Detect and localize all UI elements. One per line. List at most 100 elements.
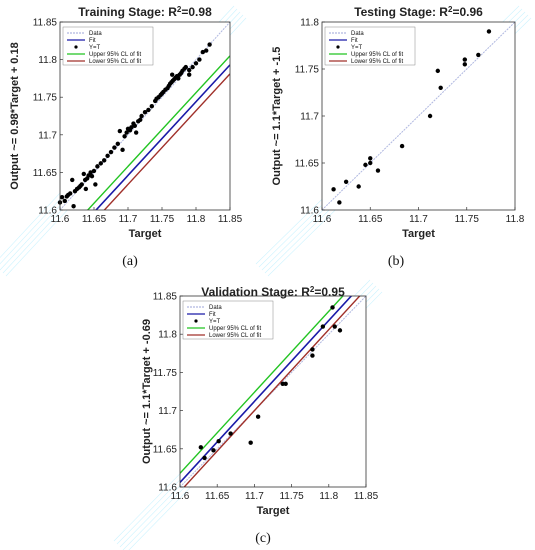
data-point (93, 182, 98, 187)
data-point (228, 431, 233, 436)
data-point (198, 445, 204, 450)
data-point (120, 147, 125, 153)
data-point (129, 125, 134, 130)
panel-caption: (c) (255, 531, 271, 546)
x-tick-label: 11.75 (279, 491, 304, 502)
data-point (368, 160, 373, 166)
y-tick-label: 11.8 (38, 55, 57, 66)
data-point (368, 156, 373, 161)
data-point (124, 130, 129, 135)
legend-entry-upper-cl: Upper 95% CL of fit (351, 52, 403, 58)
legend-entry-lower-cl: Lower 95% CL of fit (351, 59, 403, 65)
ticks: 11.6 11.65 11.7 11.75 11.8 11.85 11.6 11.65 11.7… (33, 18, 243, 226)
y-tick-label: 11.6 (158, 483, 177, 494)
chart-panel-training: 11.6 11.65 11.7 11.75 11.8 11.85 11.6 11.65 11.7… (0, 5, 247, 277)
data-point (112, 145, 117, 150)
data-point (59, 195, 65, 200)
data-point (108, 149, 114, 155)
data-point (71, 204, 76, 209)
data-point (207, 42, 212, 47)
y-tick-label: 11.7 (38, 130, 57, 141)
y-tick-label: 11.65 (295, 159, 320, 170)
data-point (310, 347, 315, 352)
data-point (146, 107, 151, 113)
y-tick-label: 11.65 (33, 168, 58, 179)
x-tick-label: 11.65 (358, 214, 383, 225)
data-point (200, 49, 205, 55)
y-tick-label: 11.7 (300, 112, 319, 123)
y-tick-label: 11.85 (33, 18, 58, 29)
data-point (105, 153, 110, 159)
upper-cl-line (180, 296, 344, 474)
data-point (70, 177, 75, 183)
data-point (142, 110, 148, 115)
legend-box (182, 300, 274, 340)
chart-title: Testing Stage: R2=0.96 (354, 5, 483, 19)
legend-entry-yt-swatch (336, 45, 340, 49)
y-axis-label: Output ~= 1.1*Target + -0.69 (141, 319, 153, 464)
legend-entry-data: Data (209, 305, 222, 311)
data-points (198, 305, 343, 461)
lower-cl-line (183, 296, 361, 487)
data-point (81, 171, 87, 177)
data-point (320, 324, 326, 329)
data-point (248, 440, 253, 445)
x-tick-label: 11.7 (409, 214, 428, 225)
legend-entry-yt: Y=T (351, 45, 363, 51)
data-point (62, 198, 67, 204)
chart-panel-validation: 11.6 11.65 11.7 11.75 11.8 11.85 11.6 11.65 11.7… (113, 279, 383, 550)
data-point (399, 143, 405, 149)
data-point (255, 414, 261, 419)
axes-frame (179, 295, 367, 488)
x-tick-label: 11.85 (354, 491, 379, 502)
data-point (139, 113, 144, 119)
data-point (115, 141, 121, 147)
y-tick-label: 11.8 (158, 330, 177, 341)
data-point (197, 57, 202, 62)
chart-title: Validation Stage: R2=0.95 (201, 285, 345, 299)
y-axis-label: Output ~= 0.98*Target + 0.18 (9, 42, 21, 189)
data-point (98, 161, 104, 166)
x-axis-label: Target (402, 228, 435, 240)
data-point (88, 170, 93, 175)
data-point (193, 61, 199, 66)
data-point (91, 168, 97, 174)
data-point (187, 67, 192, 73)
data-point (83, 186, 89, 192)
legend-entry-lower-cl: Lower 95% CL of fit (209, 333, 261, 339)
data-point (343, 179, 349, 184)
ticks: 11.6 11.65 11.7 11.75 11.8 11.6 11.65 11.7 11.75… (295, 18, 525, 226)
legend-entry-data: Data (351, 31, 364, 37)
data-point (211, 448, 216, 453)
data-point (132, 123, 137, 128)
legend-entry-lower-cl: Lower 95% CL of fit (89, 59, 141, 65)
data-points (57, 42, 212, 209)
legend-entry-data: Data (89, 31, 102, 37)
data-point (89, 173, 95, 179)
data-point (363, 162, 368, 168)
data-point (283, 381, 288, 387)
data-point (486, 29, 492, 34)
data-point (95, 164, 100, 169)
data-point (476, 52, 481, 58)
y-tick-label: 11.85 (153, 292, 178, 303)
data-point (170, 72, 175, 77)
data-point (138, 117, 143, 122)
y-tick-label: 11.8 (300, 18, 319, 29)
y-tick-label: 11.6 (300, 206, 319, 217)
x-tick-label: 11.6 (171, 491, 190, 502)
x-tick-label: 11.65 (205, 491, 230, 502)
data-point (187, 72, 192, 77)
data-point (331, 187, 336, 192)
x-tick-label: 11.6 (313, 214, 332, 225)
data-point (190, 64, 195, 70)
data-point (332, 324, 337, 329)
x-tick-label: 11.6 (51, 214, 70, 225)
upper-cl-line (86, 55, 230, 210)
data-point (356, 184, 361, 189)
legend-entry-yt-swatch (74, 45, 78, 49)
y-tick-label: 11.75 (153, 368, 178, 379)
